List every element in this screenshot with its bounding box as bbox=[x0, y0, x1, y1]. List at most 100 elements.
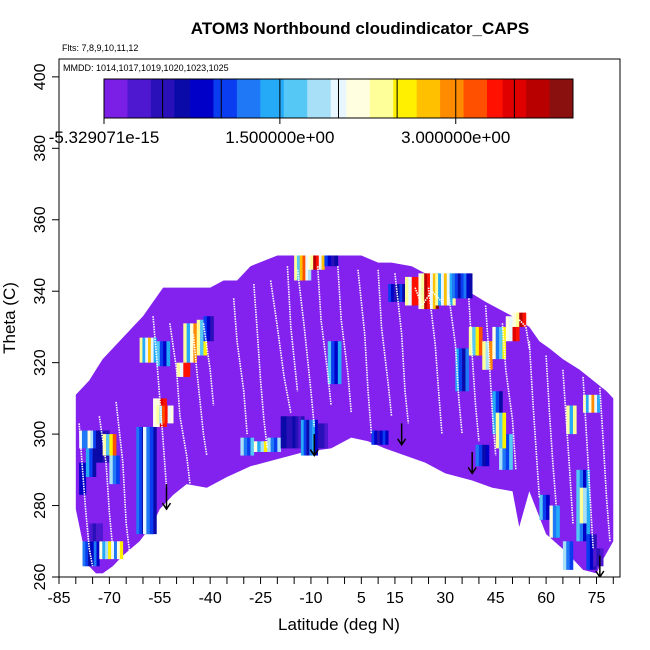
heatmap-cell bbox=[163, 341, 167, 367]
heatmap-cell bbox=[495, 412, 500, 449]
flight-profile-line bbox=[253, 284, 269, 449]
colorbar-swatch bbox=[197, 79, 207, 118]
heatmap-cell bbox=[116, 455, 120, 485]
heatmap-cell bbox=[92, 448, 97, 477]
heatmap-cell bbox=[572, 405, 577, 435]
heatmap-cell bbox=[421, 273, 425, 310]
plot-area bbox=[75, 255, 614, 577]
colorbar-swatch bbox=[471, 79, 480, 118]
heatmap-cell bbox=[85, 448, 90, 477]
heatmap-cell bbox=[460, 273, 464, 299]
heatmap-cell bbox=[253, 441, 258, 452]
heatmap-cell bbox=[588, 394, 592, 413]
dates-subtitle: MMDD: 1014,1017,1019,1020,1023,1025 bbox=[63, 63, 229, 73]
heatmap-cell bbox=[295, 416, 299, 449]
flight-profile-line bbox=[582, 376, 594, 549]
heatmap-cell bbox=[153, 426, 157, 535]
heatmap-cell bbox=[299, 255, 303, 281]
heatmap-cell bbox=[145, 337, 149, 363]
heatmap-cell bbox=[102, 434, 107, 456]
heatmap-cell bbox=[502, 326, 507, 360]
x-tick-label: 30 bbox=[436, 590, 454, 607]
heatmap-cell bbox=[283, 416, 287, 449]
axes: -85 -70 -55 -40 -25 -10 5 15 30 45 60 75 260 280 300 32… bbox=[32, 63, 614, 607]
heatmap-cell bbox=[569, 405, 574, 435]
flight-profile-line bbox=[562, 369, 574, 524]
heatmap-cell bbox=[317, 423, 322, 449]
colorbar-swatch bbox=[111, 79, 121, 118]
heatmap-cell bbox=[142, 337, 146, 363]
flight-profile-line bbox=[337, 266, 353, 413]
heatmap-cell bbox=[89, 523, 93, 542]
heatmap-cell bbox=[591, 394, 595, 413]
heatmap-cell bbox=[294, 255, 298, 281]
heatmap-cell bbox=[149, 426, 154, 535]
heatmap-cell bbox=[82, 541, 86, 567]
heatmap-cell bbox=[99, 523, 103, 542]
flight-profile-line bbox=[501, 323, 517, 470]
heatmap-cell bbox=[82, 462, 87, 495]
heatmap-cell bbox=[539, 494, 544, 520]
heatmap-cell bbox=[443, 273, 448, 306]
colorbar-swatch bbox=[268, 79, 277, 118]
colorbar-swatch bbox=[260, 79, 269, 118]
heatmap-cell bbox=[277, 437, 282, 452]
heatmap-cell bbox=[502, 434, 507, 470]
colorbar-swatch bbox=[424, 79, 433, 118]
heatmap-cell bbox=[519, 312, 523, 327]
heatmap-cell bbox=[472, 326, 476, 356]
colorbar-swatch bbox=[346, 79, 355, 118]
heatmap-cell bbox=[562, 541, 567, 570]
heatmap-cell bbox=[263, 441, 268, 452]
heatmap-cell bbox=[156, 405, 160, 424]
flight-profile-line bbox=[528, 341, 541, 499]
heatmap-cell bbox=[196, 319, 201, 356]
heatmap-cell bbox=[179, 362, 184, 377]
heatmap-cell bbox=[193, 323, 198, 363]
colorbar-swatch bbox=[354, 79, 363, 118]
colorbar-swatch bbox=[338, 79, 347, 118]
flight-profile-line bbox=[484, 305, 497, 456]
flight-profile-line bbox=[427, 287, 443, 435]
heatmap-cell bbox=[492, 391, 497, 435]
colorbar-swatch bbox=[104, 79, 113, 118]
flight-profile-line bbox=[296, 269, 316, 428]
heatmap-cell bbox=[465, 348, 470, 392]
profile-arrow-head bbox=[161, 502, 172, 511]
heatmap-cell bbox=[331, 341, 335, 385]
y-tick-label: 340 bbox=[32, 278, 49, 305]
heatmap-cell bbox=[327, 341, 332, 385]
colorbar-swatch bbox=[361, 79, 371, 118]
heatmap-cell bbox=[566, 405, 570, 435]
heatmap-cell bbox=[112, 455, 117, 485]
heatmap-cell bbox=[331, 255, 335, 267]
heatmap-cell bbox=[374, 430, 378, 445]
heatmap-cell bbox=[90, 430, 94, 449]
heatmap-cell bbox=[247, 437, 251, 456]
colorbar-swatch bbox=[307, 79, 316, 118]
heatmap-cell bbox=[166, 341, 171, 367]
colorbar-swatch bbox=[455, 79, 464, 118]
heatmap-cell bbox=[307, 255, 311, 270]
heatmap-cell bbox=[569, 541, 574, 570]
colorbar-swatch bbox=[502, 79, 511, 118]
colorbar-swatch bbox=[533, 79, 543, 118]
flight-profile-line bbox=[316, 266, 332, 406]
colorbar-tick-label: 3.000000e+00 bbox=[401, 128, 510, 147]
y-tick-label: 280 bbox=[32, 492, 49, 519]
plot-frame bbox=[58, 58, 621, 578]
x-tick-label: 60 bbox=[537, 590, 555, 607]
flight-profile-line bbox=[269, 280, 292, 413]
profile-arrow-head bbox=[397, 438, 407, 447]
colorbar-swatch bbox=[526, 79, 535, 118]
heatmap-cell bbox=[203, 316, 208, 342]
heatmap-cell bbox=[411, 276, 416, 306]
heatmap-cell bbox=[148, 337, 152, 363]
heatmap-cell bbox=[146, 426, 151, 535]
x-tick-label: 45 bbox=[487, 590, 505, 607]
heatmap-cell bbox=[585, 394, 589, 413]
heatmap-cell bbox=[159, 341, 164, 367]
y-tick-label: 400 bbox=[32, 63, 49, 90]
flight-profile-line bbox=[518, 319, 531, 349]
colorbar-swatch bbox=[221, 79, 230, 118]
